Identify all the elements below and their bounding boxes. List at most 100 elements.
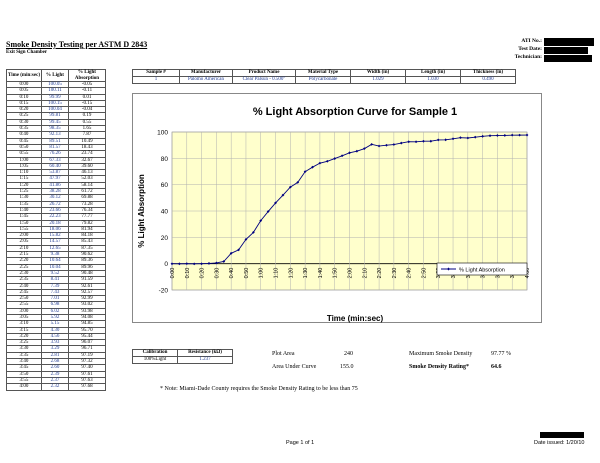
calibration-wrapper: Calibration Resistance (kΩ) 100%Light 1.… [132,349,233,364]
table-row: 1:45 22.23 77.77 [6,213,106,221]
absorption-cell: -0.11 [68,87,106,95]
redaction-ati [544,38,594,46]
x-tick-label: 0:20 [200,268,206,279]
table-row: 0:00 100.05 -0.05 [6,80,106,89]
table-row: 1:30 30.12 69.88 [6,194,106,202]
page-subtitle: Exit Sign Chamber [6,50,48,55]
x-tick-label: 1:50 [333,268,339,279]
data-point [274,201,277,205]
data-point [177,262,181,266]
absorption-cell: 97.63 [68,376,106,385]
table-row: 3:35 2.81 97.19 [6,351,106,360]
absorption-cell: 18.43 [68,143,106,152]
data-point [392,143,396,146]
table-row: 0:40 92.13 7.87 [6,131,106,139]
absorption-cell: 84.18 [68,232,106,240]
table-row: 2:15 9.38 90.62 [6,250,106,259]
x-tick-label: 2:10 [362,268,368,279]
data-point [170,262,174,266]
legend-box [436,262,528,276]
data-point [436,138,440,142]
page-number: Page 1 of 1 [286,440,315,446]
absorption-chart: % Light Absorption Curve for Sample 1 % … [132,93,542,323]
table-row: 0:50 81.57 18.43 [6,143,106,152]
data-point [525,133,529,137]
data-point [281,193,285,197]
table-row: 0:05 100.11 -0.11 [6,87,106,95]
chart-x-axis-label: Time (min:sec) [327,314,384,323]
table-row: 3:45 2.60 97.40 [6,364,106,372]
x-tick-label: 0:30 [214,268,220,279]
data-point [473,135,477,139]
data-point [377,144,381,148]
absorption-cell: 76.34 [68,206,106,215]
y-tick-label: 80 [161,156,169,163]
calibration-table: Calibration Resistance (kΩ) 100%Light 1.… [132,349,233,364]
table-row: 3:20 4.56 95.44 [6,332,106,341]
x-tick-label: 1:20 [288,268,294,279]
absorption-cell: 89.36 [68,257,106,265]
data-point [251,231,255,234]
product-value: Clear Palsun - 0.500" [232,75,296,84]
table-row: 3:05 5.92 94.08 [6,313,106,322]
test-date-label: Test Date: [518,46,542,52]
absorption-cell: -0.15 [68,99,106,108]
y-tick-label: -20 [159,288,169,295]
table-row: 1:00 67.33 32.67 [6,156,106,164]
thickness-value: 0.490 [460,75,516,84]
time-cell: 4:00 [6,383,42,391]
data-point [200,262,203,266]
data-point [318,161,322,165]
x-tick-label: 0:50 [244,268,250,279]
data-point [207,262,211,265]
data-point [303,170,307,174]
table-row: 2:10 12.65 87.35 [6,244,106,253]
table-row: 1:35 26.72 73.28 [6,200,106,208]
y-tick-label: 0 [164,261,168,268]
data-point [407,140,411,144]
table-row: 2:30 9.52 90.48 [6,269,106,278]
table-row: 1:20 41.86 58.14 [6,181,106,190]
data-point [237,248,240,252]
absorption-cell: 87.35 [68,244,106,253]
absorption-cell: 0.55 [68,118,106,127]
y-tick-label: 40 [161,209,169,216]
absorption-cell: 73.28 [68,200,106,208]
x-tick-label: 1:40 [318,268,324,279]
absorption-cell: 85.43 [68,238,106,246]
absorption-cell: 97.68 [68,383,106,391]
area-under-curve-label: Area Under Curve [272,364,317,370]
absorption-cell: 97.61 [68,370,106,378]
data-point [518,133,522,137]
absorption-cell: 97.32 [68,358,106,366]
data-point [510,133,514,137]
legend-marker [447,267,450,271]
absorption-cell: 96.71 [68,345,106,353]
table-row: 3:00 6.02 93.98 [6,307,106,316]
light-cell: 2.32 [41,383,69,391]
data-point [362,147,366,151]
data-point [340,154,344,158]
data-point [503,134,507,137]
absorption-cell: 0.19 [68,112,106,120]
x-tick-label: 0:10 [185,268,191,279]
area-under-curve-value: 155.0 [340,364,354,370]
ati-number-label: ATI No.: [521,38,542,44]
table-row: 0:35 98.35 1.65 [6,125,106,133]
redaction-test-date [544,47,588,54]
absorption-cell: 89.96 [68,263,106,271]
data-point [481,134,485,138]
data-point [311,165,314,169]
table-row: 3:50 2.39 97.61 [6,370,106,378]
absorption-cell: 92.61 [68,282,106,290]
sample-number: 1 [132,75,180,84]
data-point [296,181,300,184]
max-smoke-density-value: 97.77 % [491,351,511,357]
data-point [214,261,218,265]
absorption-cell: 93.02 [68,301,106,309]
data-point [185,262,189,266]
plot-area-label: Plot Area [272,351,295,357]
absorption-cell: 1.65 [68,125,106,133]
y-tick-label: 100 [157,130,168,137]
absorption-cell: 90.48 [68,269,106,278]
